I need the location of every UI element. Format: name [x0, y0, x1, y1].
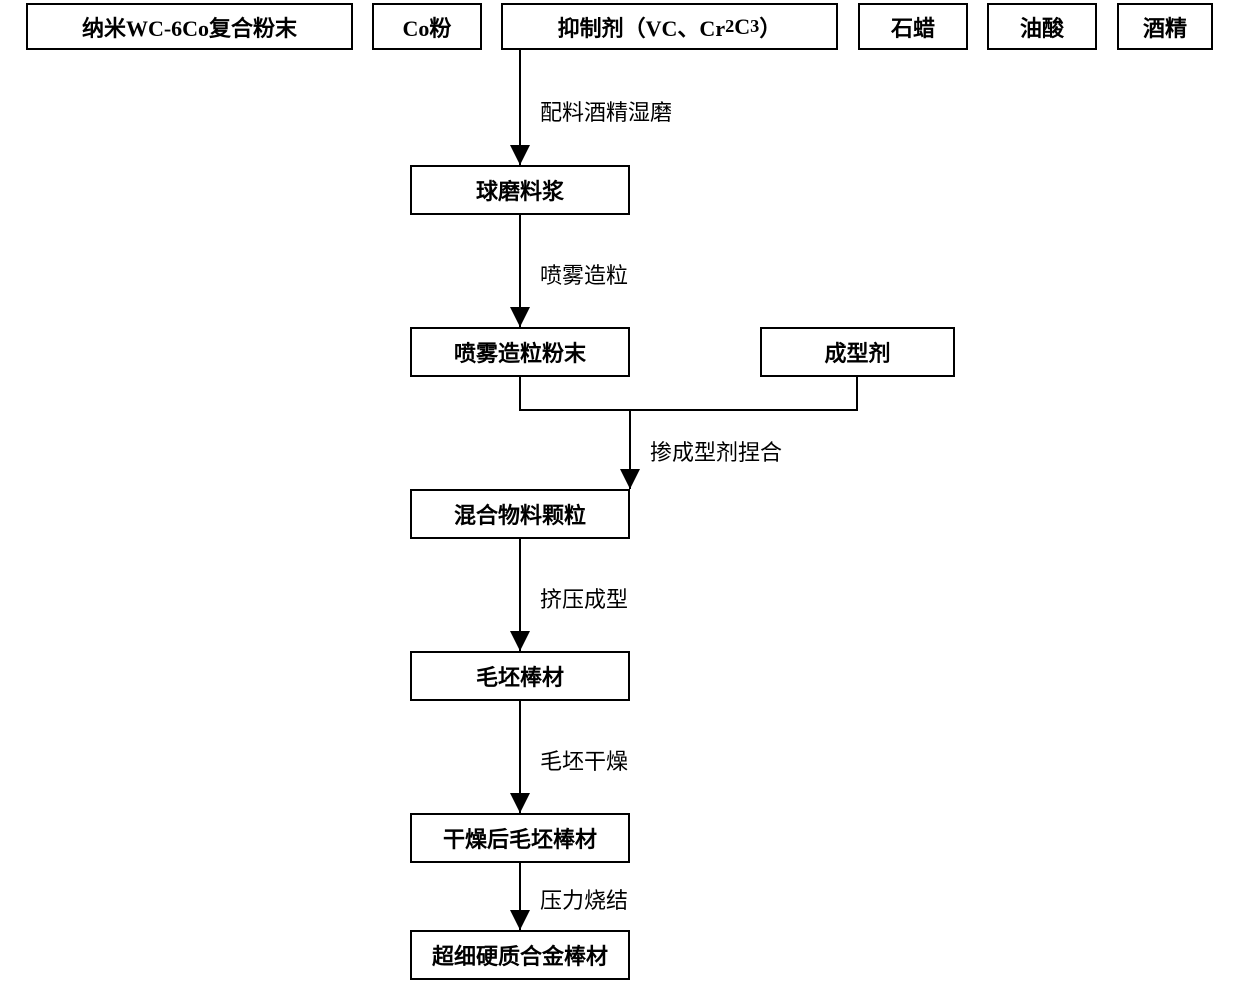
- node-n_spray: 喷雾造粒粉末: [410, 327, 630, 377]
- node-n_mix: 混合物料颗粒: [410, 489, 630, 539]
- edge-label-e1: 配料酒精湿磨: [540, 95, 672, 127]
- node-n_co: Co粉: [372, 3, 482, 50]
- edge-e3: [520, 377, 857, 410]
- node-n_slurry: 球磨料浆: [410, 165, 630, 215]
- node-n_binder: 成型剂: [760, 327, 955, 377]
- edge-label-e4: 掺成型剂捏合: [650, 435, 782, 467]
- node-n_wax: 石蜡: [858, 3, 968, 50]
- node-n_alcohol: 酒精: [1117, 3, 1213, 50]
- node-n_final: 超细硬质合金棒材: [410, 930, 630, 980]
- node-n_wc6co: 纳米WC-6Co复合粉末: [26, 3, 353, 50]
- node-n_blank: 毛坯棒材: [410, 651, 630, 701]
- node-n_oleic: 油酸: [987, 3, 1097, 50]
- edge-label-e6: 毛坯干燥: [540, 744, 628, 776]
- node-n_inhib: 抑制剂（VC、Cr2C3）: [501, 3, 838, 50]
- edge-label-e2: 喷雾造粒: [540, 258, 628, 290]
- edge-label-e5: 挤压成型: [540, 582, 628, 614]
- edge-label-e7: 压力烧结: [540, 883, 628, 915]
- flowchart-stage: 纳米WC-6Co复合粉末 Co粉抑制剂（VC、Cr2C3） 石蜡油酸酒精球磨料浆喷雾…: [0, 0, 1240, 987]
- node-n_dried: 干燥后毛坯棒材: [410, 813, 630, 863]
